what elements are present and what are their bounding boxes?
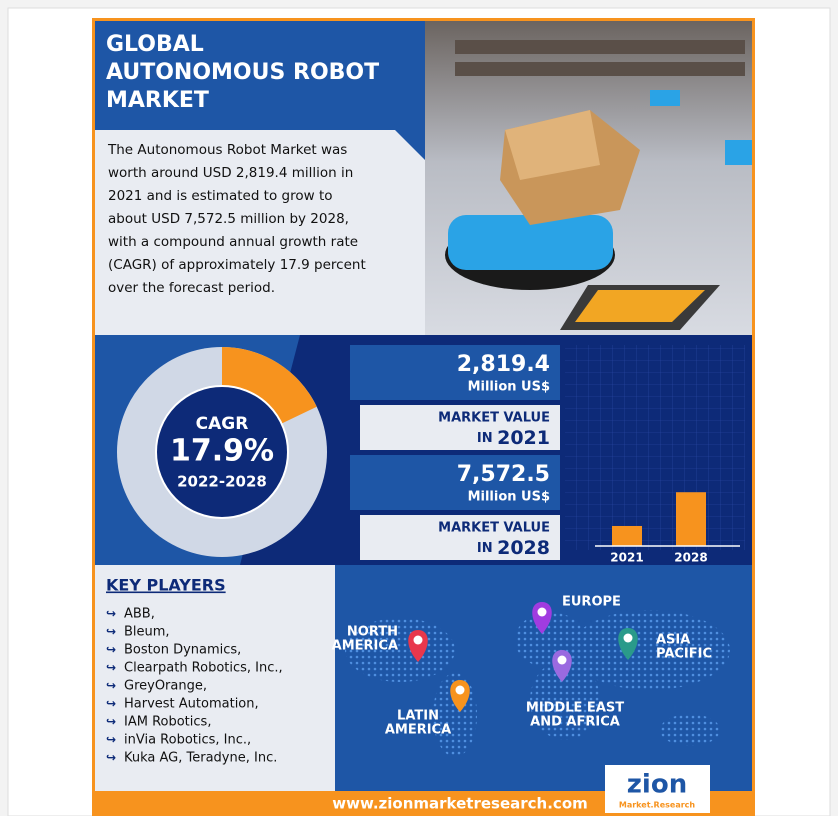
pin-hole — [456, 686, 465, 695]
x-tick-label: 2028 — [674, 551, 707, 565]
caption-year: IN 2028 — [477, 537, 550, 559]
player: Harvest Automation, — [124, 697, 259, 712]
title-line: GLOBAL — [106, 32, 204, 57]
value-label: 7,572.5 — [457, 462, 550, 487]
players-title: KEY PLAYERS — [106, 576, 226, 595]
intro-line: worth around USD 2,819.4 million in — [108, 165, 353, 181]
region-label: MIDDLE EAST — [526, 701, 624, 716]
region-label: LATIN — [397, 709, 439, 724]
cagr-label: CAGR — [196, 414, 249, 434]
x-tick-label: 2021 — [610, 551, 643, 565]
player: Kuka AG, Teradyne, Inc. — [124, 751, 277, 766]
player: ABB, — [124, 607, 155, 622]
caption-year-value: 2021 — [497, 427, 550, 449]
region-label: EUROPE — [562, 595, 621, 610]
player: IAM Robotics, — [124, 715, 211, 730]
caption: MARKET VALUE — [438, 521, 550, 536]
intro-line: with a compound annual growth rate — [108, 234, 358, 250]
arrow: ↪ — [106, 697, 116, 711]
region-label: AMERICA — [332, 639, 398, 654]
region-label: AMERICA — [385, 723, 451, 738]
arrow: ↪ — [106, 679, 116, 693]
intro-line: over the forecast period. — [108, 280, 275, 296]
value-label: 2,819.4 — [457, 352, 550, 377]
title-line: MARKET — [106, 88, 209, 113]
region-label: ASIA — [656, 633, 690, 648]
arrow: ↪ — [106, 643, 116, 657]
player: inVia Robotics, Inc., — [124, 733, 251, 748]
arrow: ↪ — [106, 715, 116, 729]
player: Boston Dynamics, — [124, 643, 241, 658]
arrow: ↪ — [106, 625, 116, 639]
caption: MARKET VALUE — [438, 411, 550, 426]
cagr-period: 2022-2028 — [177, 473, 267, 491]
arrow: ↪ — [106, 733, 116, 747]
arrow: ↪ — [106, 661, 116, 675]
region-label: PACIFIC — [656, 647, 712, 662]
title-line: AUTONOMOUS ROBOT — [106, 60, 379, 85]
intro-panel — [95, 130, 425, 335]
bar — [612, 526, 642, 546]
value-unit: Million US$ — [468, 490, 550, 505]
website: www.zionmarketresearch.com — [332, 795, 588, 813]
logo: zion — [627, 770, 687, 800]
pin-hole — [538, 608, 547, 617]
pin-hole — [414, 636, 423, 645]
caption-year: IN 2021 — [477, 427, 550, 449]
region-label: AND AFRICA — [530, 715, 620, 730]
bar — [676, 492, 706, 546]
region-label: NORTH — [347, 625, 398, 640]
pin-hole — [558, 656, 567, 665]
player: GreyOrange, — [124, 679, 207, 694]
infographic: GLOBAL AUTONOMOUS ROBOT MARKET The Autonom… — [0, 0, 838, 816]
chart-area — [565, 345, 745, 550]
cagr-value: 17.9% — [170, 434, 274, 469]
player: Clearpath Robotics, Inc., — [124, 661, 283, 676]
value-unit: Million US$ — [468, 380, 550, 395]
logo-sub: Market.Research — [619, 801, 696, 810]
caption-prefix: IN — [477, 541, 497, 556]
intro-line: The Autonomous Robot Market was — [107, 142, 347, 158]
caption-year-value: 2028 — [497, 537, 550, 559]
pin-hole — [624, 634, 633, 643]
caption-prefix: IN — [477, 431, 497, 446]
arrow: ↪ — [106, 607, 116, 621]
intro-line: 2021 and is estimated to grow to — [108, 188, 333, 204]
intro-line: about USD 7,572.5 million by 2028, — [108, 211, 349, 227]
player: Bleum, — [124, 625, 170, 640]
intro-line: (CAGR) of approximately 17.9 percent — [108, 257, 366, 273]
arrow: ↪ — [106, 751, 116, 765]
